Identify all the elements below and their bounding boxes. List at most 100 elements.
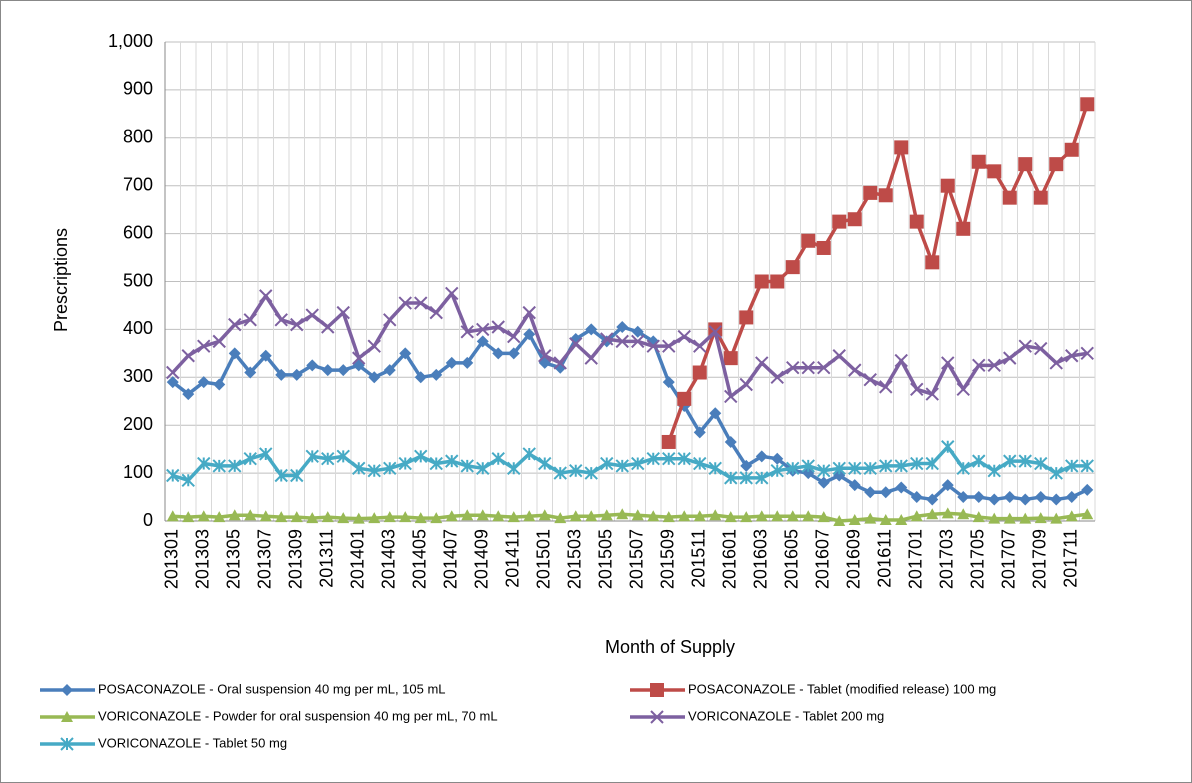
marker (646, 452, 660, 466)
marker (259, 349, 272, 362)
marker (1065, 491, 1078, 504)
marker (352, 351, 366, 365)
marker (1034, 456, 1048, 471)
marker (693, 339, 707, 353)
marker (693, 456, 707, 471)
marker (987, 358, 1001, 373)
marker (461, 356, 474, 369)
marker (522, 447, 536, 461)
marker (197, 456, 211, 471)
marker (693, 426, 706, 439)
marker (166, 376, 179, 389)
marker (616, 508, 629, 520)
y-tick-label: 200 (123, 414, 153, 434)
marker (213, 378, 226, 391)
marker (1081, 508, 1094, 520)
marker (801, 459, 815, 473)
marker (771, 452, 784, 465)
marker (910, 456, 924, 471)
marker (631, 456, 645, 471)
marker (1034, 341, 1048, 356)
marker (941, 507, 954, 519)
marker (166, 510, 179, 522)
marker (925, 255, 940, 270)
marker (754, 274, 769, 289)
marker (1065, 349, 1079, 363)
marker (197, 339, 211, 353)
marker (290, 468, 304, 483)
marker (61, 711, 73, 722)
marker (878, 188, 893, 203)
marker (538, 456, 552, 471)
marker (739, 471, 753, 485)
marker (894, 353, 908, 368)
marker (693, 510, 706, 522)
marker (724, 471, 738, 485)
marker (786, 510, 799, 522)
x-tick-label: 201611 (875, 529, 895, 588)
marker (213, 511, 226, 523)
marker (988, 512, 1001, 524)
marker (895, 481, 908, 494)
marker (414, 449, 428, 464)
marker (336, 449, 350, 464)
marker (290, 511, 303, 523)
marker (1003, 454, 1017, 468)
legend-label: VORICONAZOLE - Tablet 200 mg (688, 708, 884, 723)
marker (616, 321, 629, 334)
marker (662, 376, 675, 389)
x-tick-label: 201609 (844, 529, 864, 589)
marker (476, 322, 490, 337)
marker (1003, 351, 1017, 365)
marker (399, 511, 412, 523)
marker (368, 512, 381, 524)
marker (259, 447, 273, 461)
marker (832, 349, 846, 363)
marker (166, 468, 180, 483)
marker (1049, 157, 1064, 172)
marker (1003, 512, 1016, 524)
marker (940, 178, 955, 193)
marker (1033, 190, 1048, 205)
marker (492, 347, 505, 360)
marker (661, 434, 676, 449)
marker (972, 454, 986, 468)
marker (321, 511, 334, 523)
y-tick-label: 700 (123, 174, 153, 194)
y-tick-label: 1,000 (108, 31, 153, 51)
marker (909, 214, 924, 229)
marker (585, 323, 598, 336)
y-tick-label: 0 (143, 510, 153, 530)
marker (1064, 142, 1079, 157)
marker (507, 329, 521, 344)
marker (460, 459, 474, 473)
y-axis-title: Prescriptions (51, 228, 71, 332)
marker (709, 407, 722, 420)
marker (988, 493, 1001, 506)
x-tick-label: 201709 (1030, 529, 1050, 589)
marker (833, 515, 846, 526)
marker (832, 461, 846, 476)
marker (383, 364, 396, 377)
marker (445, 510, 458, 522)
marker (972, 511, 985, 523)
marker (569, 337, 583, 351)
marker (445, 454, 459, 468)
marker (677, 452, 691, 466)
marker (414, 512, 427, 524)
marker (879, 486, 892, 499)
legend-item: POSACONAZOLE - Oral suspension 40 mg per… (40, 681, 446, 696)
x-tick-label: 201703 (937, 529, 957, 589)
x-tick-label: 201409 (472, 529, 492, 589)
marker (429, 305, 443, 320)
marker (817, 361, 831, 375)
marker (476, 509, 489, 521)
marker (631, 334, 645, 349)
marker (863, 372, 877, 387)
marker (321, 452, 335, 466)
marker (337, 512, 350, 524)
x-tick-label: 201505 (596, 529, 616, 589)
marker (538, 509, 551, 521)
marker (848, 479, 861, 492)
